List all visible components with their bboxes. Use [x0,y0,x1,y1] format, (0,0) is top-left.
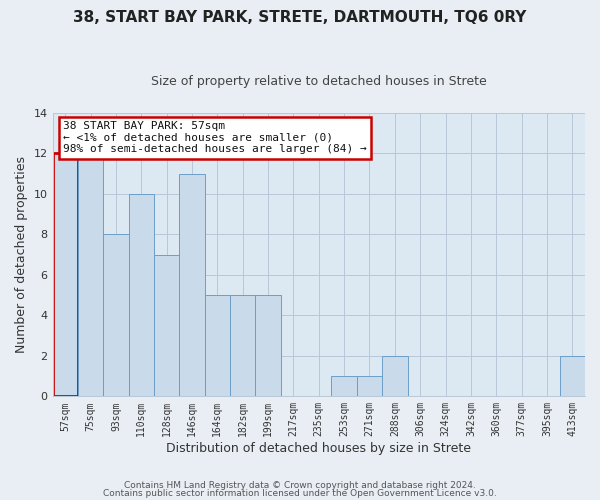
Text: 38 START BAY PARK: 57sqm
← <1% of detached houses are smaller (0)
98% of semi-de: 38 START BAY PARK: 57sqm ← <1% of detach… [63,122,367,154]
Bar [128,194,154,396]
Bar [205,295,230,396]
Text: Contains public sector information licensed under the Open Government Licence v3: Contains public sector information licen… [103,488,497,498]
Bar [179,174,205,396]
Bar [560,356,585,397]
Y-axis label: Number of detached properties: Number of detached properties [15,156,28,353]
Bar [382,356,407,397]
Text: 38, START BAY PARK, STRETE, DARTMOUTH, TQ6 0RY: 38, START BAY PARK, STRETE, DARTMOUTH, T… [73,10,527,25]
X-axis label: Distribution of detached houses by size in Strete: Distribution of detached houses by size … [166,442,471,455]
Bar [53,154,78,396]
Bar [331,376,357,396]
Bar [103,234,128,396]
Bar [230,295,256,396]
Bar [154,254,179,396]
Bar [357,376,382,396]
Title: Size of property relative to detached houses in Strete: Size of property relative to detached ho… [151,75,487,88]
Bar [256,295,281,396]
Text: Contains HM Land Registry data © Crown copyright and database right 2024.: Contains HM Land Registry data © Crown c… [124,481,476,490]
Bar [78,154,103,396]
